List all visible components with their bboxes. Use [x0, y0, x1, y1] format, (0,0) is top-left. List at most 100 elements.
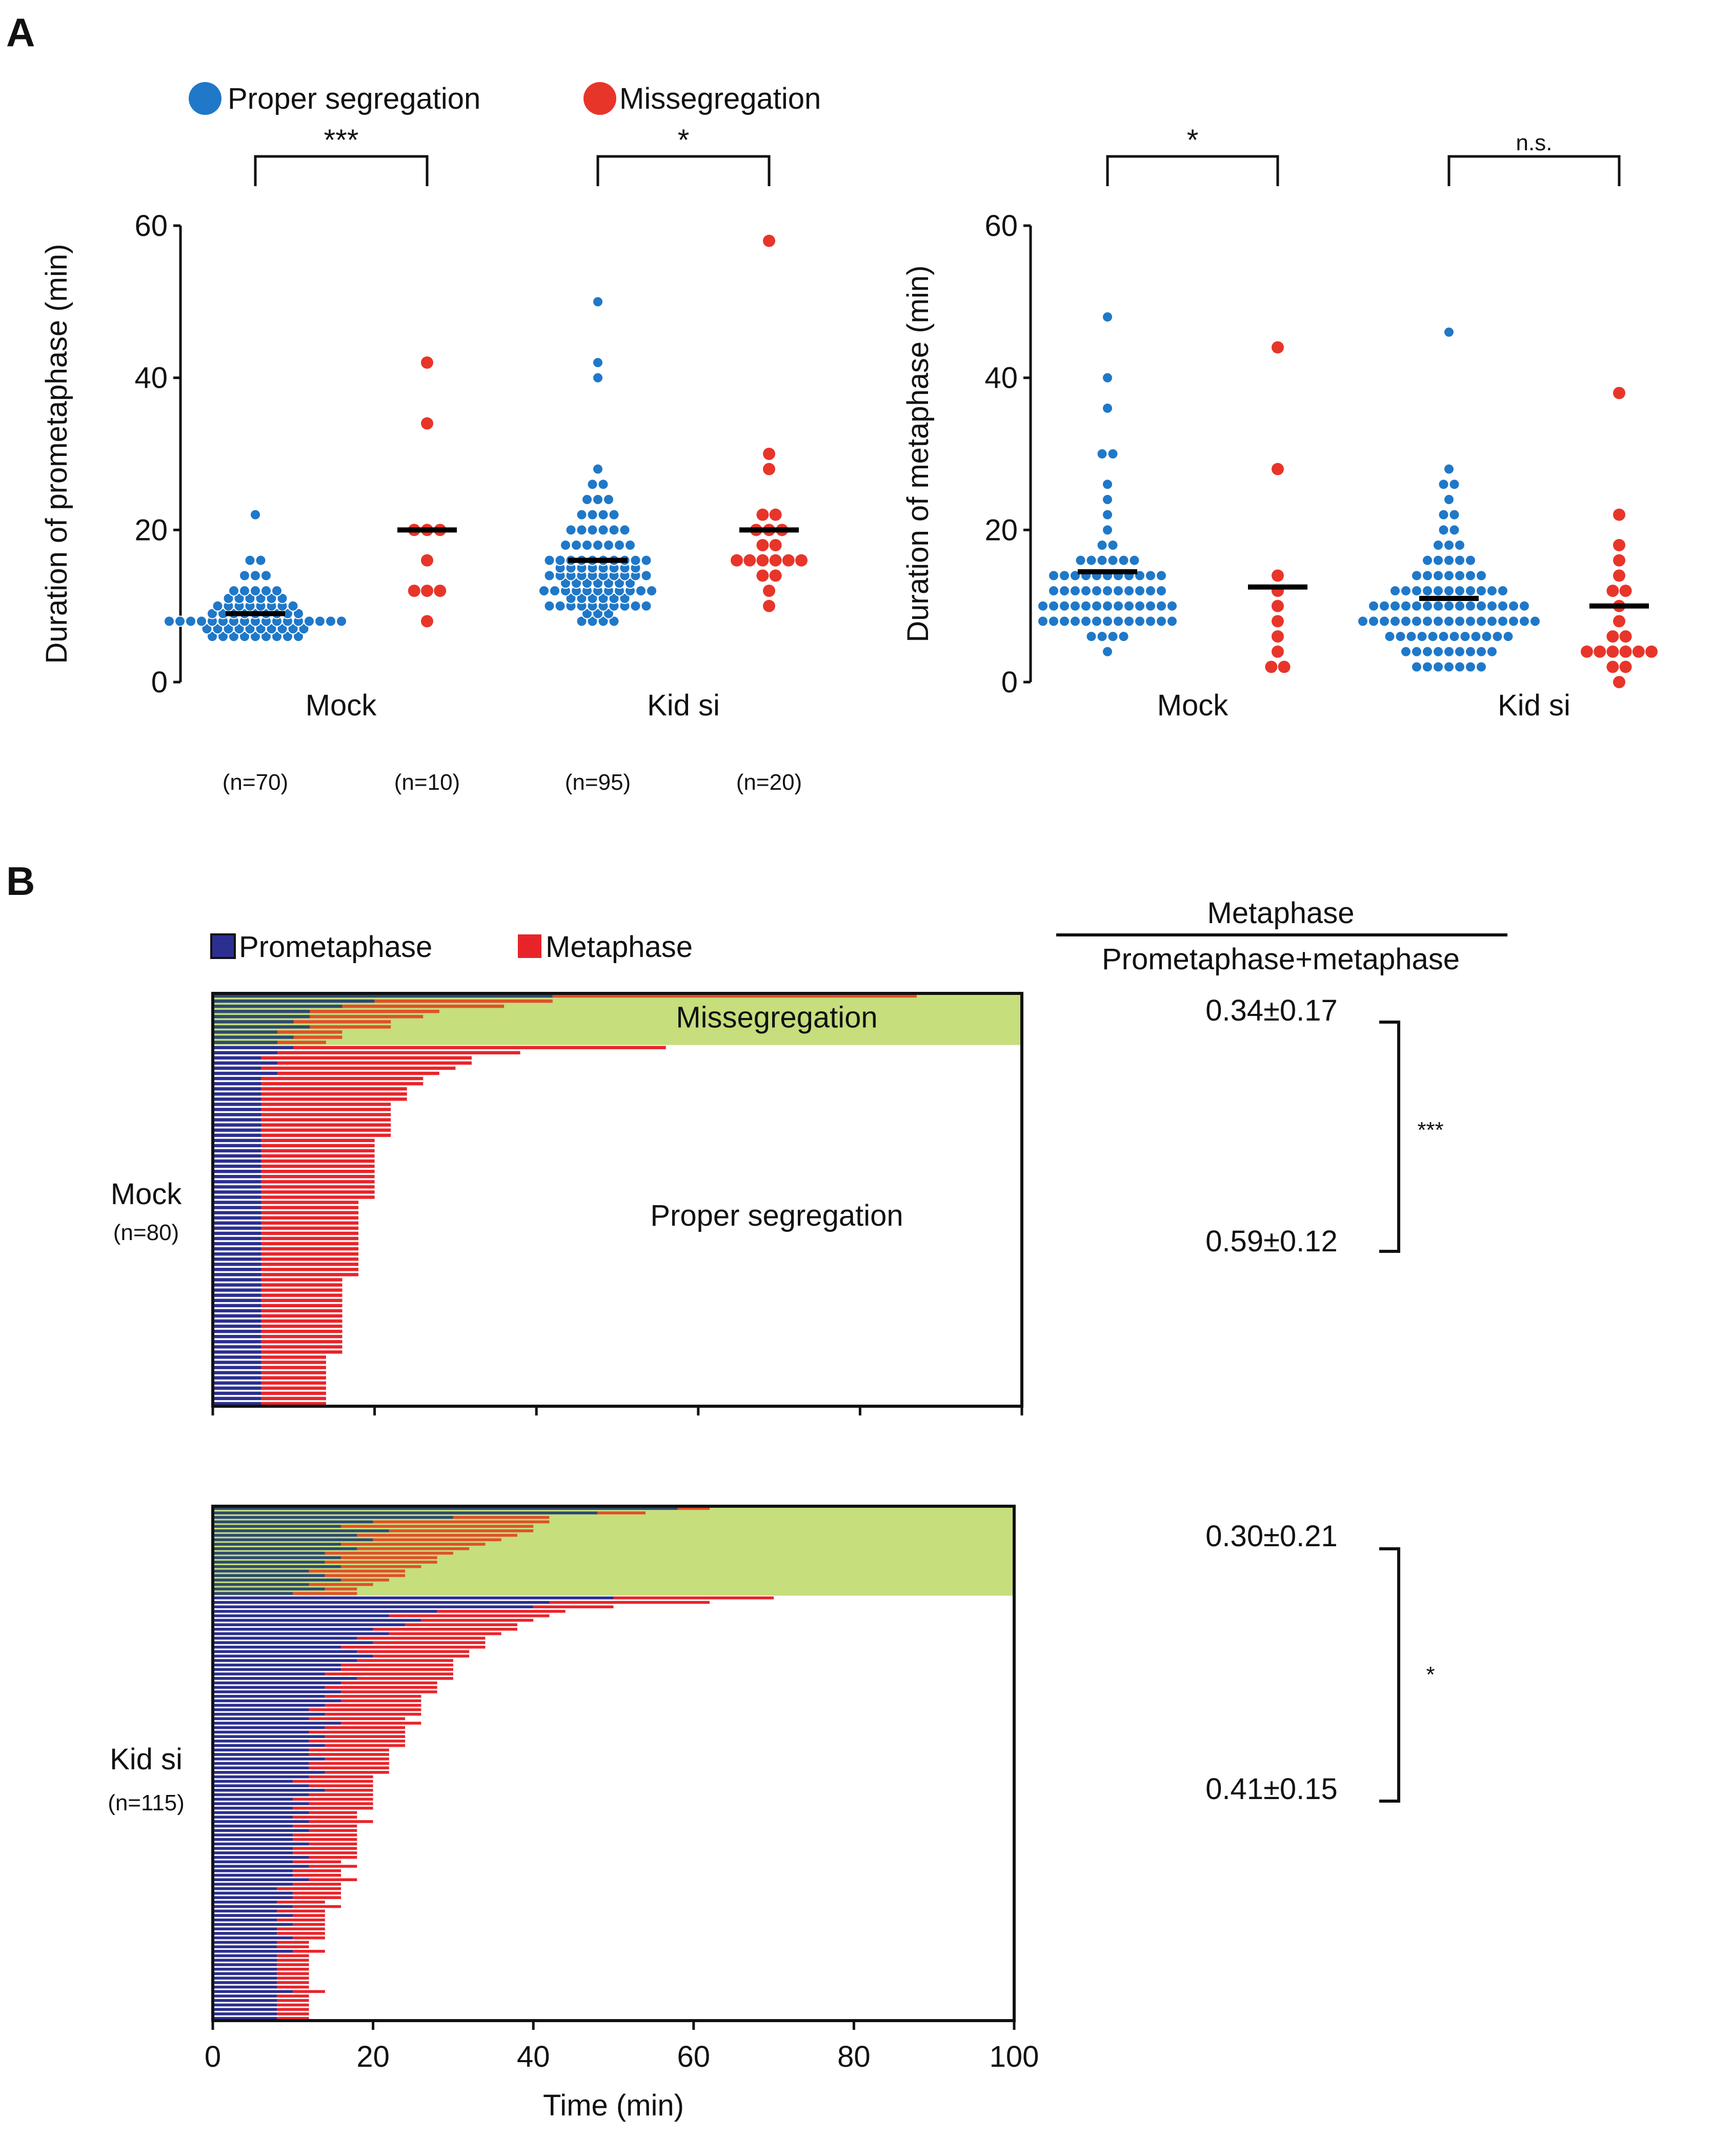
metaphase-bar [309, 1842, 357, 1846]
prometaphase-bar [213, 1847, 293, 1850]
prometaphase-bar [213, 1583, 309, 1586]
metaphase-bar [277, 1994, 309, 1998]
data-point [756, 569, 769, 582]
prometaphase-bar [213, 1963, 277, 1966]
data-point [1613, 539, 1625, 551]
y-tick-label: 20 [134, 513, 168, 547]
data-point [597, 509, 609, 521]
prometaphase-bar [213, 1025, 310, 1029]
data-point [1619, 661, 1632, 673]
data-point [543, 554, 555, 566]
data-point [1422, 646, 1433, 657]
prometaphase-bar [213, 1784, 309, 1787]
prometaphase-bar [213, 1824, 293, 1828]
group-label: Kid si [110, 1743, 183, 1776]
data-point [1405, 631, 1417, 642]
prometaphase-bar [213, 1985, 277, 1989]
data-point [1465, 585, 1476, 596]
data-point [1075, 554, 1086, 566]
metaphase-bar [261, 1278, 342, 1282]
data-point [304, 615, 315, 627]
y-axis-title: Duration of prometaphase (min) [40, 244, 73, 664]
prometaphase-bar [213, 1740, 309, 1743]
data-point [408, 585, 420, 597]
data-point [1272, 341, 1284, 354]
metaphase-bar [357, 1650, 470, 1653]
data-point [1454, 600, 1465, 612]
data-point [1645, 645, 1658, 658]
data-point [1059, 600, 1070, 612]
data-point [1080, 600, 1092, 612]
data-point [1433, 615, 1444, 627]
prometaphase-bar [213, 1753, 309, 1756]
data-point [608, 524, 620, 536]
metaphase-bar [261, 1118, 391, 1122]
data-point [769, 569, 782, 582]
data-point [603, 540, 614, 551]
data-point [1448, 631, 1460, 642]
data-point [1529, 615, 1541, 627]
data-point [174, 615, 186, 627]
prometaphase-bar [213, 1396, 261, 1401]
data-point [1422, 600, 1433, 612]
data-point [1102, 585, 1113, 596]
prometaphase-bar [213, 1887, 277, 1890]
prometaphase-bar [213, 1592, 293, 1595]
data-point [1156, 615, 1167, 627]
prometaphase-bar [213, 1873, 293, 1877]
legend-prometaphase-label: Prometaphase [239, 930, 432, 964]
prometaphase-bar [213, 1108, 261, 1111]
prometaphase-bar [213, 1211, 261, 1214]
metaphase-bar [389, 1614, 550, 1618]
metaphase-bar [453, 1516, 550, 1519]
y-tick-label: 0 [151, 666, 168, 699]
data-point [592, 357, 603, 368]
metaphase-bar [277, 1981, 309, 1984]
data-point [614, 540, 625, 551]
data-point [581, 494, 593, 505]
data-point [1443, 585, 1455, 596]
data-point [1080, 585, 1092, 596]
data-point [1519, 600, 1530, 612]
data-point [1470, 631, 1482, 642]
metaphase-bar [552, 994, 917, 998]
legend-proper-label: Proper segregation [228, 82, 480, 115]
data-point [1433, 570, 1444, 582]
data-point [1156, 585, 1167, 596]
data-point [1145, 600, 1156, 612]
metaphase-bar [261, 1113, 391, 1116]
prometaphase-bar [213, 1704, 325, 1707]
panel-b-label: B [6, 859, 35, 904]
data-point [592, 372, 603, 384]
metaphase-bar [261, 1226, 359, 1230]
prometaphase-bar [213, 1815, 293, 1819]
data-point [1632, 645, 1645, 658]
significance-bracket [254, 155, 429, 186]
metaphase-bar [261, 1159, 375, 1163]
data-point [597, 524, 609, 536]
data-point [1272, 463, 1284, 475]
prometaphase-bar [213, 1174, 261, 1179]
data-point [1476, 661, 1487, 673]
metaphase-bar [309, 1766, 389, 1770]
prometaphase-bar [213, 1587, 325, 1591]
data-point [1438, 478, 1449, 490]
data-point [1085, 631, 1097, 642]
data-point [1486, 600, 1498, 612]
data-point [543, 600, 555, 612]
prometaphase-bar [213, 1579, 341, 1582]
metaphase-bar [309, 1753, 389, 1756]
prometaphase-bar [213, 1283, 261, 1287]
ratio-denominator: Prometaphase+metaphase [1102, 943, 1460, 976]
data-point [1606, 630, 1619, 643]
metaphase-bar [309, 1793, 373, 1796]
data-point [1070, 600, 1081, 612]
metaphase-bar [405, 1623, 517, 1626]
data-point [1613, 508, 1625, 521]
data-point [1389, 600, 1401, 612]
data-point [743, 554, 756, 567]
data-point [1443, 661, 1455, 673]
legend-a: Proper segregation Missegregation [189, 82, 821, 115]
data-point [1400, 600, 1412, 612]
prometaphase-bar [213, 1694, 325, 1698]
